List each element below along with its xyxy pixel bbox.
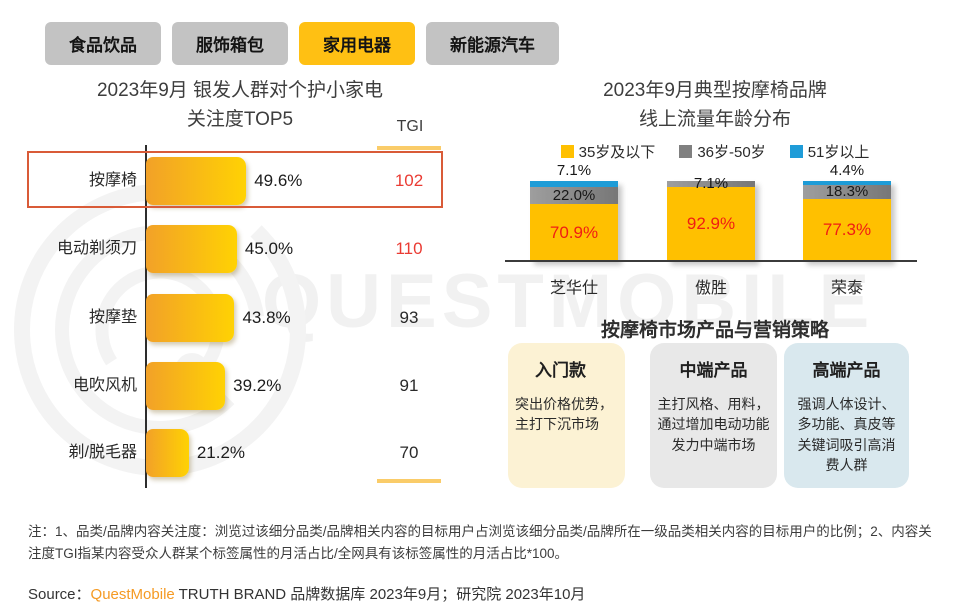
tgi-value: 91 [399,376,419,395]
bar-value-label: 21.2% [196,443,246,462]
tgi-column-top-accent [377,146,441,150]
card-body: 主打风格、用料，通过增加电动功能发力中端市场 [657,396,770,453]
segment-36to50: 18.3% [803,183,891,201]
tgi-value: 102 [394,171,424,190]
segment-under35: 70.9% [530,204,618,261]
bar-category-label: 按摩椅 [88,172,137,189]
segment-over51 [803,181,891,185]
legend-label: 36岁-50岁 [697,144,766,161]
stacked-bar-rongtai: 4.4% 18.3% 77.3% [803,162,891,261]
strategy-section-title: 按摩椅市场产品与营销策略 [600,320,829,341]
strategy-card-mid-range: 中端产品 主打风格、用料，通过增加电动功能发力中端市场 [650,343,777,488]
tab-home-appliances[interactable]: 家用电器 [299,22,415,65]
brand-label-zhihuashi: 芝华仕 [549,280,598,297]
card-title: 入门款 [535,361,586,380]
legend-item-36to50: 36岁-50岁 [679,141,766,162]
bar-row-hair-dryer: 电吹风机 39.2% 91 [0,362,470,410]
source-brand: QuestMobile [90,586,175,603]
bar-hair-dryer [146,362,226,410]
legend-label: 35岁及以下 [578,144,656,161]
bar-value-label: 49.6% [254,171,303,190]
over51-value-label: 7.1% [556,162,592,179]
right-chart-title: 2023年9月典型按摩椅品牌 线上流量年龄分布 [498,76,932,135]
under35-value-label: 77.3% [822,220,872,240]
segment-36to50: 22.0% [530,186,618,205]
bar-electric-shaver [146,225,237,273]
tgi-column-header: TGI [396,118,424,135]
footnote: 注：1、品类/品牌内容关注度：浏览过该细分品类/品牌相关内容的目标用户占浏览该细… [28,524,932,562]
source-rest: TRUTH BRAND 品牌数据库 2023年9月；研究院 2023年10月 [174,586,586,603]
bar-value-label: 45.0% [244,239,294,258]
bar-category-label: 按摩垫 [88,309,137,326]
tab-apparel-bags[interactable]: 服饰箱包 [172,22,288,65]
source-line: Source：QuestMobile TRUTH BRAND 品牌数据库 202… [28,583,585,604]
36to50-value-label: 18.3% [825,183,869,201]
bar-hair-remover [146,429,189,477]
left-chart-title-line2: 关注度TOP5 [186,109,294,131]
bar-row-massage-chair: 按摩椅 49.6% 102 [0,157,470,205]
bar-row-electric-shaver: 电动剃须刀 45.0% 110 [0,225,470,273]
tab-food-beverage[interactable]: 食品饮品 [45,22,161,65]
bar-value-label: 39.2% [233,376,282,395]
right-chart-title-line2: 线上流量年龄分布 [638,109,791,131]
under35-value-label: 92.9% [686,213,736,233]
under35-value-label: 70.9% [549,222,599,242]
bar-category-label: 电吹风机 [72,377,137,394]
tgi-value: 70 [399,443,419,462]
left-chart-title-line1: 2023年9月 银发人群对个护小家电 [96,80,384,101]
brand-label-rongtai: 荣泰 [830,280,863,297]
tgi-value: 110 [395,239,423,258]
bar-massage-chair [146,157,247,205]
right-chart-baseline [505,260,917,262]
segment-under35: 92.9% [667,186,755,261]
age-legend: 35岁及以下 36岁-50岁 51岁以上 [498,141,932,162]
brand-label-aosheng: 傲胜 [694,280,727,297]
card-title: 高端产品 [812,361,881,380]
legend-swatch-yellow-icon [560,145,574,158]
segment-under35: 77.3% [803,199,891,261]
segment-36to50 [667,181,755,187]
source-prefix: Source： [28,586,91,603]
bar-category-label: 剃/脱毛器 [68,444,137,461]
bar-value-label: 43.8% [242,308,291,327]
legend-item-under35: 35岁及以下 [560,141,656,162]
questmobile-watermark-text: QUESTMOBILE [262,259,875,344]
card-title: 中端产品 [679,361,748,380]
tgi-value: 93 [399,308,419,327]
tgi-column-bottom-accent [377,479,441,483]
legend-label: 51岁以上 [807,144,870,161]
bar-row-hair-remover: 剃/脱毛器 21.2% 70 [0,429,470,477]
highlight-box-massage-chair [27,151,443,208]
right-chart-title-line1: 2023年9月典型按摩椅品牌 [603,80,827,101]
left-chart-title: 2023年9月 银发人群对个护小家电 关注度TOP5 [28,76,452,135]
strategy-card-high-end: 高端产品 强调人体设计、多功能、真皮等关键词吸引高消费人群 [784,343,909,488]
tab-new-energy-vehicles[interactable]: 新能源汽车 [426,22,559,65]
bar-row-massage-cushion: 按摩垫 43.8% 93 [0,294,470,342]
card-body: 强调人体设计、多功能、真皮等关键词吸引高消费人群 [797,396,896,473]
legend-swatch-gray-icon [679,145,693,158]
bar-massage-cushion [146,294,235,342]
legend-swatch-blue-icon [789,145,803,158]
over51-value-label: 4.4% [829,162,865,179]
legend-item-over51: 51岁以上 [789,141,870,162]
36to50-value-label: 7.1% [693,175,729,192]
bar-category-label: 电动剃须刀 [56,240,137,257]
stacked-bar-zhihuashi: 7.1% 22.0% 70.9% [530,162,618,261]
strategy-card-entry-level: 入门款 突出价格优势，主打下沉市场 [508,343,625,488]
category-tabs: 食品饮品 服饰箱包 家用电器 新能源汽车 [45,22,559,65]
card-body: 突出价格优势，主打下沉市场 [515,396,613,433]
36to50-value-label: 22.0% [552,186,596,204]
stacked-bar-aosheng: 7.1% 92.9% [667,175,755,261]
segment-over51 [530,181,618,187]
